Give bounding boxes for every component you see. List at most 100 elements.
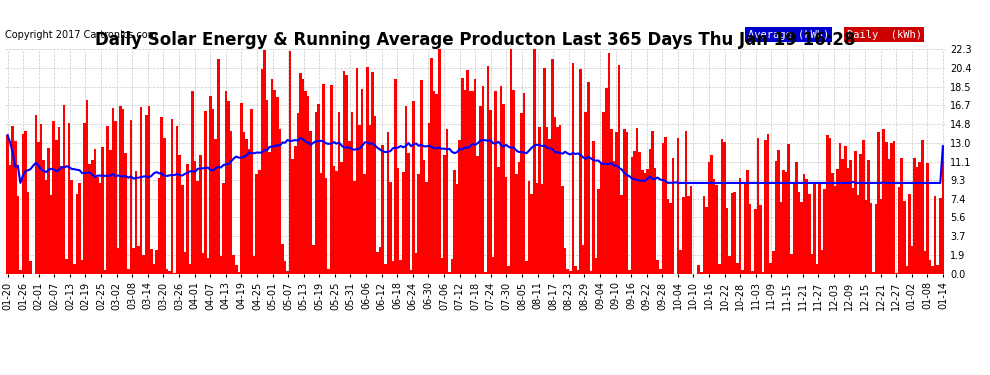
Bar xyxy=(109,150,112,274)
Bar xyxy=(831,173,834,274)
Bar xyxy=(397,168,399,274)
Bar xyxy=(893,141,895,274)
Bar xyxy=(456,184,458,274)
Bar xyxy=(782,170,785,274)
Bar xyxy=(842,159,843,274)
Bar xyxy=(48,148,50,274)
Bar xyxy=(621,195,623,274)
Bar xyxy=(888,159,890,274)
Bar xyxy=(433,92,436,274)
Bar xyxy=(718,264,721,274)
Bar xyxy=(731,193,734,274)
Bar xyxy=(494,91,497,274)
Bar xyxy=(350,112,353,274)
Bar xyxy=(615,132,618,274)
Bar xyxy=(65,259,68,274)
Bar xyxy=(644,173,646,274)
Bar xyxy=(492,257,494,274)
Bar xyxy=(566,269,569,274)
Bar xyxy=(252,256,255,274)
Bar xyxy=(469,91,471,274)
Bar xyxy=(415,253,418,274)
Bar xyxy=(14,141,17,274)
Bar xyxy=(723,142,726,274)
Bar xyxy=(808,194,811,274)
Bar xyxy=(30,261,32,274)
Bar xyxy=(721,140,723,274)
Bar xyxy=(890,143,893,274)
Bar xyxy=(571,63,574,274)
Bar xyxy=(336,171,338,274)
Bar xyxy=(360,90,363,274)
Bar xyxy=(328,269,330,274)
Bar xyxy=(700,272,703,274)
Bar xyxy=(278,129,281,274)
Bar xyxy=(157,178,160,274)
Bar xyxy=(901,158,903,274)
Bar xyxy=(526,261,528,274)
Bar xyxy=(286,271,289,274)
Bar xyxy=(698,265,700,274)
Bar xyxy=(178,155,181,274)
Bar xyxy=(96,177,99,274)
Bar xyxy=(117,248,120,274)
Bar xyxy=(402,172,405,274)
Bar xyxy=(168,272,170,274)
Bar xyxy=(446,129,448,274)
Bar xyxy=(104,270,107,274)
Bar xyxy=(70,180,73,274)
Bar xyxy=(101,147,104,274)
Bar xyxy=(78,183,81,274)
Bar xyxy=(518,162,520,274)
Bar xyxy=(877,132,880,274)
Bar xyxy=(672,158,674,274)
Bar xyxy=(597,189,600,274)
Bar xyxy=(505,177,507,274)
Bar xyxy=(338,112,341,274)
Bar xyxy=(769,262,772,274)
Bar xyxy=(202,253,204,274)
Bar xyxy=(312,244,315,274)
Bar xyxy=(916,167,919,274)
Bar xyxy=(536,183,539,274)
Bar xyxy=(803,174,806,274)
Bar xyxy=(323,84,325,274)
Bar xyxy=(837,169,839,274)
Bar xyxy=(441,258,444,274)
Bar xyxy=(204,111,207,274)
Bar xyxy=(17,196,19,274)
Bar xyxy=(186,164,189,274)
Bar xyxy=(138,246,140,274)
Bar xyxy=(155,249,157,274)
Bar xyxy=(222,183,225,274)
Bar xyxy=(220,256,222,274)
Bar xyxy=(898,188,901,274)
Bar xyxy=(317,104,320,274)
Bar xyxy=(523,93,526,274)
Bar xyxy=(299,73,302,274)
Bar xyxy=(821,250,824,274)
Bar xyxy=(885,142,888,274)
Bar xyxy=(561,186,564,274)
Bar xyxy=(135,171,138,274)
Bar xyxy=(584,112,587,274)
Bar xyxy=(410,270,412,274)
Bar xyxy=(813,183,816,274)
Bar xyxy=(914,158,916,274)
Bar xyxy=(811,254,813,274)
Bar xyxy=(43,160,45,274)
Bar xyxy=(333,165,336,274)
Bar xyxy=(27,192,30,274)
Bar xyxy=(428,123,431,274)
Bar xyxy=(52,121,55,274)
Bar xyxy=(754,209,756,274)
Bar xyxy=(826,135,829,274)
Bar xyxy=(872,272,875,274)
Bar xyxy=(934,196,937,274)
Bar xyxy=(99,183,101,274)
Bar xyxy=(849,160,851,274)
Bar xyxy=(924,251,927,274)
Bar xyxy=(602,112,605,274)
Bar xyxy=(510,49,513,274)
Bar xyxy=(856,195,859,274)
